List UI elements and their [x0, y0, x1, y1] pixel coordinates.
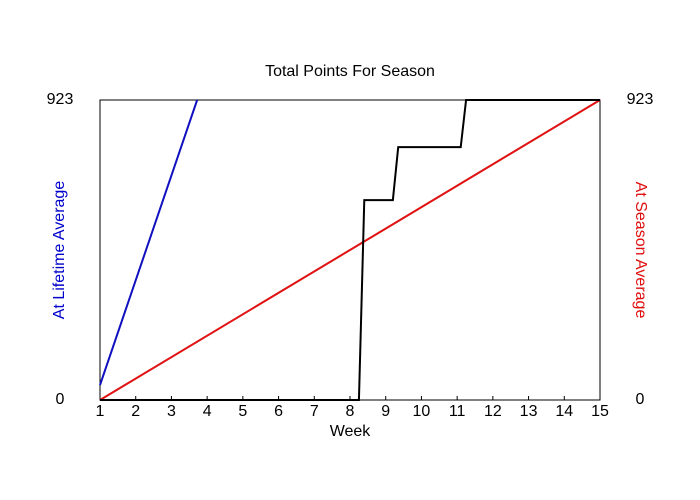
- series-line: [100, 99, 600, 401]
- y2-tick-label: 923: [627, 91, 654, 108]
- x-tick-label: 9: [381, 403, 390, 420]
- x-tick-label: 1: [96, 403, 105, 420]
- x-tick-label: 5: [238, 403, 247, 420]
- x-tick-label: 8: [346, 403, 355, 420]
- x-tick-label: 14: [555, 403, 573, 420]
- x-tick-label: 12: [484, 403, 502, 420]
- y-tick-label: 923: [47, 91, 74, 108]
- y-axis-label: At Lifetime Average: [51, 181, 68, 320]
- y2-tick-label: 0: [636, 391, 645, 408]
- x-tick-label: 4: [203, 403, 212, 420]
- x-tick-label: 7: [310, 403, 319, 420]
- x-axis-label: Week: [330, 423, 372, 440]
- series-line: [99, 99, 601, 401]
- x-tick-label: 11: [449, 403, 466, 420]
- x-tick-label: 15: [591, 403, 609, 420]
- x-tick-label: 13: [520, 403, 538, 420]
- series-line: [99, 99, 199, 386]
- x-tick-label: 2: [131, 403, 140, 420]
- y-tick-label: 0: [56, 391, 65, 408]
- x-tick-label: 3: [167, 403, 176, 420]
- x-tick-label: 6: [274, 403, 283, 420]
- x-tick-label: 10: [413, 403, 431, 420]
- y2-axis-label: At Season Average: [632, 182, 649, 319]
- chart-title: Total Points For Season: [265, 63, 435, 80]
